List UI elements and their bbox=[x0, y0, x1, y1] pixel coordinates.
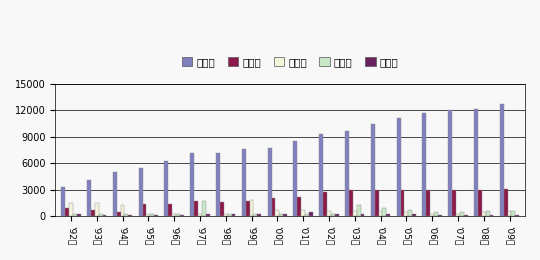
Bar bbox=[275, 210, 279, 216]
Bar bbox=[319, 134, 323, 216]
Bar bbox=[172, 214, 176, 216]
Bar bbox=[139, 167, 143, 216]
Bar bbox=[412, 214, 416, 216]
Bar bbox=[103, 215, 106, 216]
Bar bbox=[65, 208, 69, 216]
Bar bbox=[345, 131, 349, 216]
Bar bbox=[125, 214, 129, 216]
Bar bbox=[298, 197, 301, 216]
Bar bbox=[331, 214, 335, 216]
Bar bbox=[485, 211, 490, 216]
Bar bbox=[379, 211, 382, 216]
Bar bbox=[190, 153, 194, 216]
Bar bbox=[220, 202, 224, 216]
Bar bbox=[154, 215, 158, 216]
Bar bbox=[474, 109, 478, 216]
Bar bbox=[448, 110, 452, 216]
Bar bbox=[456, 214, 460, 216]
Bar bbox=[464, 215, 468, 216]
Bar bbox=[515, 215, 519, 216]
Bar bbox=[401, 190, 404, 216]
Bar bbox=[61, 187, 65, 216]
Bar bbox=[198, 214, 202, 216]
Bar bbox=[504, 189, 508, 216]
Bar bbox=[422, 113, 426, 216]
Bar bbox=[246, 201, 249, 216]
Bar bbox=[460, 212, 464, 216]
Bar bbox=[99, 214, 103, 216]
Bar bbox=[113, 172, 117, 216]
Bar bbox=[356, 205, 361, 216]
Bar bbox=[95, 203, 99, 216]
Bar bbox=[258, 214, 261, 216]
Bar bbox=[508, 211, 511, 216]
Bar bbox=[176, 214, 180, 216]
Bar bbox=[150, 214, 154, 216]
Bar bbox=[353, 211, 356, 216]
Bar bbox=[194, 201, 198, 216]
Bar bbox=[232, 214, 235, 216]
Bar bbox=[253, 214, 258, 216]
Bar bbox=[426, 190, 430, 216]
Bar bbox=[117, 211, 120, 216]
Bar bbox=[500, 104, 504, 216]
Bar bbox=[87, 180, 91, 216]
Bar bbox=[143, 204, 146, 216]
Bar bbox=[202, 201, 206, 216]
Bar bbox=[452, 190, 456, 216]
Bar bbox=[478, 190, 482, 216]
Bar bbox=[305, 214, 309, 216]
Bar bbox=[408, 210, 412, 216]
Bar bbox=[224, 214, 228, 216]
Bar bbox=[375, 190, 379, 216]
Bar bbox=[120, 205, 125, 216]
Bar bbox=[279, 214, 283, 216]
Bar bbox=[272, 198, 275, 216]
Bar bbox=[206, 214, 210, 216]
Bar bbox=[382, 208, 386, 216]
Bar bbox=[482, 212, 485, 216]
Bar bbox=[397, 118, 401, 216]
Bar bbox=[91, 210, 95, 216]
Bar bbox=[129, 215, 132, 216]
Bar bbox=[301, 210, 305, 216]
Bar bbox=[73, 214, 77, 216]
Bar bbox=[323, 192, 327, 216]
Bar bbox=[511, 211, 515, 216]
Bar bbox=[438, 215, 442, 216]
Bar bbox=[490, 215, 494, 216]
Bar bbox=[228, 214, 232, 216]
Bar bbox=[283, 214, 287, 216]
Bar bbox=[327, 211, 331, 216]
Bar bbox=[268, 148, 272, 216]
Bar bbox=[168, 204, 172, 216]
Bar bbox=[434, 211, 438, 216]
Bar bbox=[335, 214, 339, 216]
Bar bbox=[216, 153, 220, 216]
Legend: 승용차, 화물차, 승합차, 이륜차, 특수차: 승용차, 화물차, 승합차, 이륜차, 특수차 bbox=[178, 52, 403, 71]
Bar bbox=[242, 149, 246, 216]
Bar bbox=[361, 214, 365, 216]
Bar bbox=[69, 203, 73, 216]
Bar bbox=[249, 200, 253, 216]
Bar bbox=[165, 160, 168, 216]
Bar bbox=[77, 214, 80, 216]
Bar bbox=[146, 214, 150, 216]
Bar bbox=[349, 190, 353, 216]
Bar bbox=[309, 212, 313, 216]
Bar bbox=[430, 214, 434, 216]
Bar bbox=[404, 211, 408, 216]
Bar bbox=[371, 124, 375, 216]
Bar bbox=[180, 215, 184, 216]
Bar bbox=[293, 141, 298, 216]
Bar bbox=[386, 214, 390, 216]
